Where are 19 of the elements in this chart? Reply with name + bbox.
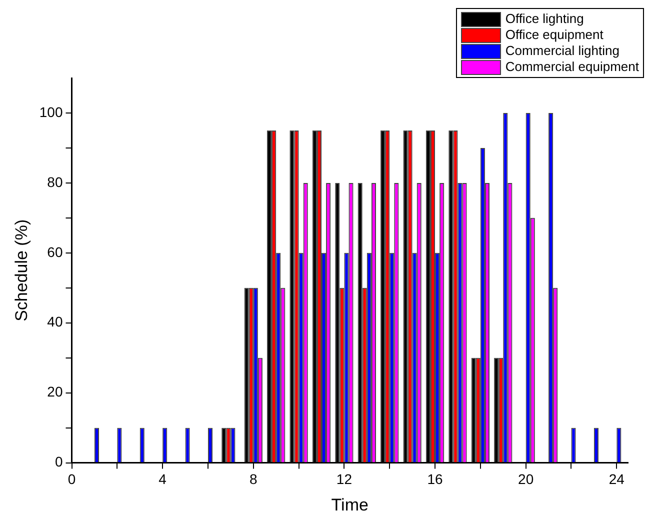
legend-label: Commercial equipment: [505, 59, 639, 75]
y-tick-label: 20: [47, 384, 63, 400]
x-tick-label: 4: [158, 471, 167, 488]
x-tick-label: 12: [336, 471, 352, 488]
y-tick-label: 80: [47, 174, 63, 190]
x-tick-label: 20: [518, 471, 534, 488]
legend-label: Commercial lighting: [505, 43, 620, 59]
y-tick-label: 100: [39, 104, 63, 120]
x-tick-label: 8: [249, 471, 258, 488]
legend-label: Office lighting: [505, 11, 584, 27]
x-tick-label: 16: [427, 471, 444, 488]
x-tick-label: 0: [68, 471, 76, 488]
y-tick-label: 60: [47, 244, 63, 260]
y-tick-label: 40: [47, 314, 63, 330]
x-tick-label: 24: [608, 471, 625, 488]
x-axis-title: Time: [331, 495, 368, 514]
legend-label: Office equipment: [505, 27, 604, 43]
y-tick-label: 0: [54, 454, 63, 470]
y-axis-title: Schedule (%): [12, 219, 31, 322]
